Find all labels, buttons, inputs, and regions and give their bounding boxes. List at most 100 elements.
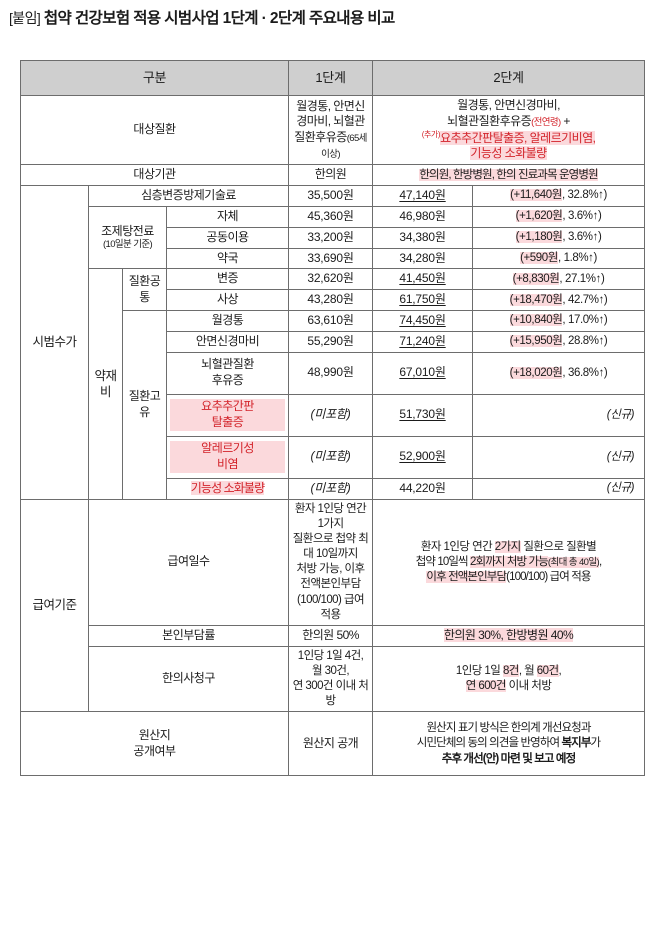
- target-disease-stage2-line2: 뇌혈관질환후유증(전연령) +: [376, 114, 641, 130]
- target-disease-added-1: 요추추간판탈출증, 알레르기비염,: [440, 130, 596, 145]
- origin-label-l2: 공개여부: [133, 743, 176, 758]
- benefit-days-stage2-l2-b: ,: [599, 555, 602, 568]
- table-row-fee-10: 알레르기성 비염 (미포함) 52,900원 (신규): [21, 435, 646, 479]
- claim-limit-l1-a: 1인당 1일: [455, 664, 503, 677]
- fee-stage1-4: 32,620원: [288, 268, 374, 291]
- benefit-days-fullpay-highlight: 이후 전액본인부담: [426, 570, 507, 583]
- target-disease-stage2-line3: (추가)요추추간판탈출증, 알레르기비염,: [376, 130, 641, 147]
- fee-stage2-value-6: 74,450원: [399, 313, 446, 328]
- fee-stage2-6: 74,450원: [372, 310, 474, 332]
- fee-item-name-9-line2: 탈출증: [170, 415, 286, 432]
- table-row-target-disease: 대상질환 월경통, 안면신경마비, 뇌혈관질환후유증(65세이상) 월경통, 안…: [19, 94, 646, 166]
- origin-stage1: 원산지 공개: [288, 711, 374, 777]
- fee-stage2-value-4: 41,450원: [399, 271, 446, 286]
- benefit-days-stage2-l1-b: 질환으로 질환별: [520, 540, 597, 553]
- copayment-stage2: 한의원 30%, 한방병원 40%: [372, 624, 646, 647]
- fee-delta-6: (+10,840원, 17.0%↑): [472, 310, 646, 332]
- fee-delta-2: (+1,180원, 3.6%↑): [472, 226, 646, 249]
- fee-delta-pct-2: , 3.6%↑): [562, 231, 602, 244]
- title-prefix: [붙임]: [9, 10, 41, 26]
- origin-label-l1: 원산지: [138, 728, 171, 743]
- fee-delta-1: (+1,620원, 3.6%↑): [472, 205, 646, 228]
- fee-stage2-3: 34,280원: [372, 247, 474, 270]
- fee-item-name-8: 뇌혈관질환 후유증: [165, 351, 290, 395]
- origin-stage2-l2: 시민단체의 동의 의견을 반영하여 복지부가: [376, 736, 641, 751]
- claim-limit-stage1: 1인당 1일 4건, 월 30건, 연 300건 이내 처방: [288, 645, 374, 713]
- fee-delta-3: (+590원, 1.8%↑): [472, 247, 646, 270]
- target-disease-added-2: 기능성 소화불량: [470, 146, 547, 161]
- title-text: 첩약 건강보험 적용 시범사업 1단계 · 2단계 주요내용 비교: [43, 10, 395, 27]
- fee-delta-pct-3: , 1.8%↑): [557, 251, 597, 264]
- benefit-days-stage1-l1: 환자 1인당 연간 1가지: [294, 502, 367, 530]
- fee-stage2-value-5: 61,750원: [399, 292, 446, 307]
- fee-stage2-value-8: 67,010원: [399, 365, 446, 380]
- fee-stage2-9: 51,730원: [372, 393, 474, 437]
- table-row-copayment: 본인부담률 한의원 50% 한의원 30%, 한방병원 40%: [21, 624, 646, 647]
- table-row-fee-9: 요추추간판 탈출증 (미포함) 51,730원 (신규): [21, 393, 646, 437]
- fee-group-medicine-cost: 약재비: [88, 268, 123, 500]
- target-disease-stage2-line2-text: 뇌혈관질환후유증: [447, 113, 532, 128]
- target-institution-stage1: 한의원: [288, 164, 374, 187]
- fee-stage1-2: 33,200원: [288, 226, 374, 249]
- fee-delta-amount-3: (+590원: [520, 251, 558, 264]
- fee-item-name-2: 공동이용: [165, 226, 290, 249]
- benefit-days-count-highlight: 2가지: [494, 540, 521, 553]
- fee-stage2-11: 44,220원: [372, 477, 474, 500]
- copayment-stage1: 한의원 50%: [288, 624, 374, 647]
- target-disease-stage2-line1: 월경통, 안면신경마비,: [457, 98, 560, 112]
- fee-delta-pct-4: , 27.1%↑): [559, 272, 605, 285]
- fee-stage2-2: 34,380원: [372, 226, 474, 249]
- benefit-days-stage1: 환자 1인당 연간 1가지 질환으로 첩약 최대 10일까지 처방 가능, 이후…: [288, 498, 374, 626]
- origin-stage2-l2-a: 시민단체의 동의 의견을 반영하여: [416, 737, 562, 750]
- fee-delta-pct-8: , 36.8%↑): [562, 366, 608, 379]
- fee-stage2-value-9: 51,730원: [399, 407, 446, 422]
- fee-stage1-6: 63,610원: [288, 310, 374, 332]
- fee-stage1-8: 48,990원: [288, 351, 374, 395]
- table-row-fee-0: 시범수가 심층변증방제기술료 35,500원 47,140원 (+11,640원…: [20, 185, 646, 500]
- fee-item-name-11-line1: 기능성 소화불량: [190, 480, 265, 495]
- fee-delta-amount-0: (+11,640원: [510, 189, 562, 202]
- row-label-target-institution: 대상기관: [19, 164, 290, 187]
- table-row-origin-disclosure: 원산지 공개여부 원산지 공개 원산지 표기 방식은 한의계 개선요청과 시민단…: [19, 711, 646, 777]
- fee-item-name-8-line1: 뇌혈관질환: [201, 357, 254, 372]
- claim-limit-stage1-l1: 1인당 1일 4건, 월 30건,: [297, 649, 364, 677]
- fee-delta-4: (+8,830원, 27.1%↑): [472, 268, 646, 291]
- fee-stage1-11: (미포함): [288, 477, 374, 500]
- claim-limit-l2-b: 이내 처방: [505, 680, 552, 693]
- benefit-item-name-2: 한의사청구: [87, 645, 290, 713]
- fee-delta-9: (신규): [472, 393, 646, 437]
- fee-item-name-9-line1: 요추추간판: [170, 399, 286, 416]
- row-label-pilot-fee: 시범수가: [20, 185, 89, 500]
- fee-stage1-10: (미포함): [288, 435, 374, 479]
- fee-delta-0: (+11,640원, 32.8%↑): [472, 185, 646, 207]
- fee-item-name-7: 안면신경마비: [165, 330, 290, 353]
- copayment-stage2-text: 한의원 30%, 한방병원 40%: [443, 627, 574, 642]
- fee-item-name-10-line2: 비염: [170, 457, 286, 474]
- table-row-benefit-days: 급여기준 급여일수 환자 1인당 연간 1가지 질환으로 첩약 최대 10일까지…: [20, 498, 646, 713]
- table-row-claim-limit: 한의사청구 1인당 1일 4건, 월 30건, 연 300건 이내 처방 1인당…: [21, 645, 646, 713]
- fee-delta-5: (+18,470원, 42.7%↑): [472, 289, 646, 312]
- target-disease-plus-sign: +: [560, 113, 570, 128]
- target-disease-stage1-text: 월경통, 안면신경마비, 뇌혈관질환후유증: [294, 98, 365, 145]
- origin-stage2-l2-b: 가: [590, 737, 602, 750]
- fee-item-name-5: 사상: [165, 289, 290, 312]
- target-institution-stage2-text: 한의원, 한방병원, 한의 진료과목 운영병원: [419, 168, 599, 181]
- fee-stage2-8: 67,010원: [372, 351, 474, 395]
- fee-delta-amount-6: (+10,840원: [509, 314, 563, 327]
- fee-stage2-value-0: 47,140원: [399, 188, 446, 203]
- target-disease-stage1: 월경통, 안면신경마비, 뇌혈관질환후유증(65세이상): [288, 94, 374, 166]
- benefit-days-stage2-l1: 환자 1인당 연간 2가지 질환으로 질환별: [376, 540, 641, 555]
- fee-item-name-4: 변증: [165, 268, 290, 291]
- fee-stage1-1: 45,360원: [288, 205, 374, 228]
- fee-delta-amount-2: (+1,180원: [515, 231, 563, 244]
- table-row-fee-7: 안면신경마비 55,290원 71,240원 (+15,950원, 28.8%↑…: [21, 330, 646, 353]
- claim-limit-l1-mid: , 월: [518, 664, 537, 677]
- benefit-days-stage2-l2-a: 첩약 10일씩: [415, 555, 471, 568]
- claim-limit-stage2: 1인당 1일 8건, 월 60건, 연 600건 이내 처방: [372, 645, 646, 713]
- row-label-target-disease: 대상질환: [19, 94, 290, 166]
- claim-daily-highlight: 8건: [502, 664, 519, 677]
- fee-stage2-value-10: 52,900원: [399, 449, 446, 464]
- fee-stage1-9: (미포함): [288, 393, 374, 437]
- claim-monthly-highlight: 60건: [536, 664, 559, 677]
